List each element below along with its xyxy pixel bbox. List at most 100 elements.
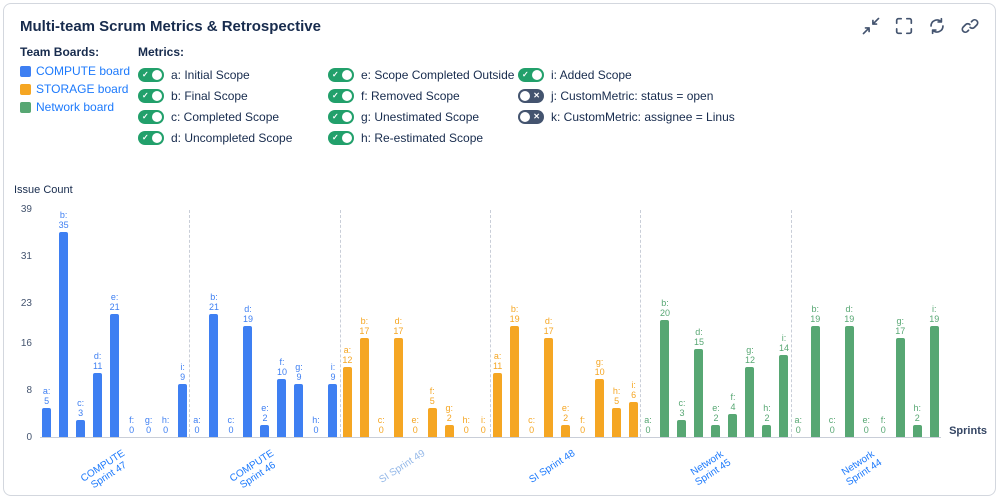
bar-slot: a: 0 xyxy=(793,210,803,437)
board-legend-item[interactable]: COMPUTE board xyxy=(20,64,138,78)
bar-slot: d: 11 xyxy=(93,210,103,437)
metric-bar-c[interactable] xyxy=(76,419,86,437)
metric-toggle[interactable]: ✓ xyxy=(518,67,544,82)
metric-toggle-item: ✓ h: Re-estimated Scope xyxy=(328,127,518,148)
metric-bar-b[interactable] xyxy=(359,337,369,437)
metric-toggle[interactable]: ✕ xyxy=(518,88,544,103)
bar-value-label: g: 9 xyxy=(295,362,303,383)
bar-slot: g: 9 xyxy=(294,210,304,437)
metric-bar-i[interactable] xyxy=(178,384,188,437)
metric-bar-e[interactable] xyxy=(711,425,721,437)
board-legend-item[interactable]: STORAGE board xyxy=(20,82,138,96)
bar-slot: g: 2 xyxy=(444,210,454,437)
metric-label: i: Added Scope xyxy=(551,67,632,82)
bar-slot: h: 0 xyxy=(461,210,471,437)
metric-bar-f[interactable] xyxy=(277,378,287,437)
bar-value-label: d: 15 xyxy=(693,327,704,348)
fullscreen-icon[interactable] xyxy=(895,17,913,35)
bar-value-label: h: 2 xyxy=(913,403,922,424)
team-boards-panel: Team Boards: COMPUTE board STORAGE board N… xyxy=(20,45,138,148)
metric-bar-h[interactable] xyxy=(912,425,922,437)
y-tick-label: 23 xyxy=(20,297,32,309)
team-boards-label: Team Boards: xyxy=(20,45,100,59)
metric-bar-g[interactable] xyxy=(294,384,304,437)
metric-toggle[interactable]: ✕ xyxy=(518,109,544,124)
team-boards-list: COMPUTE board STORAGE board Network board xyxy=(20,64,138,114)
metric-bar-d[interactable] xyxy=(393,337,403,437)
bar-value-label: e: 2 xyxy=(712,403,720,424)
bar-slot: f: 0 xyxy=(578,210,588,437)
check-icon: ✓ xyxy=(142,69,149,79)
metric-toggle[interactable]: ✓ xyxy=(138,67,164,82)
metric-bar-g[interactable] xyxy=(595,378,605,437)
metric-bar-i[interactable] xyxy=(629,401,639,437)
sprint-axis-label-text[interactable]: Network Sprint 45 xyxy=(688,448,733,489)
metric-bar-e[interactable] xyxy=(561,425,571,437)
sprint-axis-label-text[interactable]: Network Sprint 44 xyxy=(839,448,884,489)
bar-value-label: i: 9 xyxy=(330,362,336,383)
sprint-axis-label-text[interactable]: SI Sprint 48 xyxy=(527,448,577,486)
bar-chart: Issue Count Sprints 0 8 16 23 31 39 a: 5 b: 35… xyxy=(4,180,995,495)
metric-toggle-item: ✕ j: CustomMetric: status = open xyxy=(518,85,735,106)
metric-toggle[interactable]: ✓ xyxy=(138,88,164,103)
metric-bar-e[interactable] xyxy=(260,425,270,437)
metric-toggle[interactable]: ✓ xyxy=(328,67,354,82)
metric-bar-g[interactable] xyxy=(444,425,454,437)
metric-bar-b[interactable] xyxy=(660,320,670,437)
metric-bar-a[interactable] xyxy=(493,372,503,437)
metric-bar-d[interactable] xyxy=(844,325,854,437)
collapse-icon[interactable] xyxy=(862,17,880,35)
metric-bar-b[interactable] xyxy=(59,232,69,437)
metric-bar-b[interactable] xyxy=(510,325,520,437)
board-legend-item[interactable]: Network board xyxy=(20,100,138,114)
check-icon: ✓ xyxy=(142,90,149,100)
metric-toggle[interactable]: ✓ xyxy=(328,88,354,103)
metric-bar-d[interactable] xyxy=(544,337,554,437)
bar-slot: i: 6 xyxy=(629,210,639,437)
metric-bar-d[interactable] xyxy=(243,325,253,437)
metric-bar-c[interactable] xyxy=(677,419,687,437)
metric-bar-h[interactable] xyxy=(612,407,622,437)
check-icon: ✓ xyxy=(142,111,149,121)
metric-toggle-item: ✓ g: Unestimated Scope xyxy=(328,106,518,127)
bar-value-label: g: 12 xyxy=(744,344,755,365)
metric-label: e: Scope Completed Outside xyxy=(361,67,515,82)
metric-toggle[interactable]: ✓ xyxy=(138,130,164,145)
bar-slot: a: 12 xyxy=(342,210,352,437)
metric-bar-d[interactable] xyxy=(694,349,704,437)
sprint-axis-label-text[interactable]: COMPUTE Sprint 47 xyxy=(78,448,129,491)
metric-bar-h[interactable] xyxy=(762,425,772,437)
metric-column: ✓ i: Added Scope ✕ j: CustomMetric: status … xyxy=(518,64,735,148)
toggle-knob xyxy=(342,69,352,80)
toggle-knob xyxy=(152,69,162,80)
metric-bar-f[interactable] xyxy=(427,407,437,437)
metric-label: d: Uncompleted Scope xyxy=(171,130,293,145)
bar-slot: f: 0 xyxy=(127,210,137,437)
toggle-knob xyxy=(152,90,162,101)
metric-bar-i[interactable] xyxy=(328,384,338,437)
metric-toggle[interactable]: ✓ xyxy=(328,109,354,124)
metric-bar-b[interactable] xyxy=(810,325,820,437)
metric-bar-e[interactable] xyxy=(110,314,120,437)
check-icon: ✓ xyxy=(332,90,339,100)
metric-bar-f[interactable] xyxy=(728,413,738,437)
sprint-axis-label-text[interactable]: SI Sprint 49 xyxy=(377,448,427,486)
bar-value-label: d: 19 xyxy=(242,303,253,324)
sprint-axis-label-text[interactable]: COMPUTE Sprint 46 xyxy=(228,448,278,491)
bar-slot: b: 35 xyxy=(59,210,69,437)
metric-bar-g[interactable] xyxy=(895,337,905,437)
metric-toggle[interactable]: ✓ xyxy=(138,109,164,124)
metric-bar-a[interactable] xyxy=(342,366,352,437)
metric-bar-i[interactable] xyxy=(929,325,939,437)
bar-slot: a: 5 xyxy=(42,210,52,437)
refresh-icon[interactable] xyxy=(928,17,946,35)
link-icon[interactable] xyxy=(961,17,979,35)
metric-toggle[interactable]: ✓ xyxy=(328,130,354,145)
metric-bar-d[interactable] xyxy=(93,372,103,437)
metric-bar-b[interactable] xyxy=(209,314,219,437)
metric-bar-a[interactable] xyxy=(42,407,52,437)
metric-bar-i[interactable] xyxy=(779,355,789,437)
board-color-swatch xyxy=(20,65,31,77)
bar-value-label: d: 17 xyxy=(393,315,404,336)
metric-bar-g[interactable] xyxy=(745,366,755,437)
